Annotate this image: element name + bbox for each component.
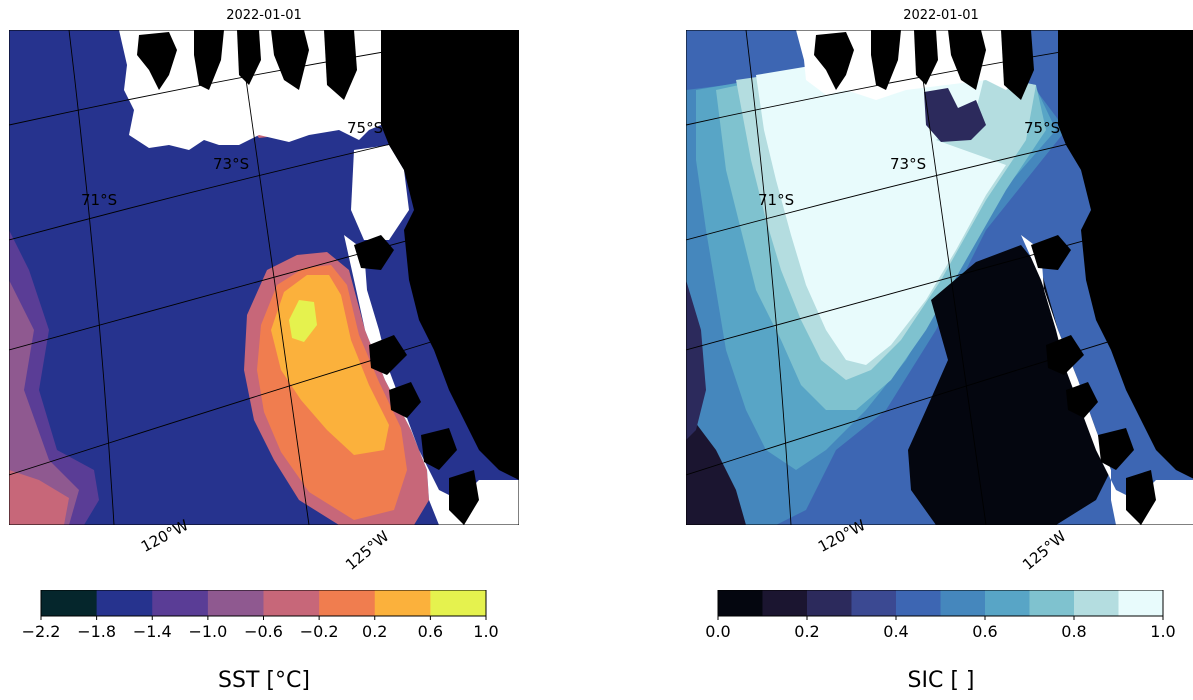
sst-colorbar-cell (96, 590, 153, 616)
sic-open-water-north (924, 88, 986, 142)
sic-island-9 (1098, 428, 1134, 470)
sic-island-4 (948, 30, 986, 90)
sic-island-10 (1126, 470, 1156, 525)
sst-island-8 (389, 382, 421, 418)
sst-colorbar-cell (41, 590, 98, 616)
sic-island-1 (814, 32, 854, 90)
sst-warm-patch-southwest-core (9, 470, 69, 525)
sst-colorbar-tick-label: −1.0 (188, 622, 227, 641)
sic-colorbar-tick-label: 0.2 (794, 622, 819, 641)
sst-island-6 (354, 235, 394, 270)
sic-panel-title: 2022-01-01 (903, 8, 979, 23)
sst-colorbar-tick-label: −2.2 (22, 622, 61, 641)
sic-lon-label-125: 125°W (1019, 527, 1070, 574)
sst-island-3 (237, 30, 261, 85)
sic-graticule (686, 30, 1193, 525)
sic-colorbar-cell (1074, 590, 1119, 616)
sst-colorbar-tick-label: −0.6 (244, 622, 283, 641)
sic-colorbar-tick-label: 0.4 (883, 622, 908, 641)
sic-land (1058, 30, 1193, 479)
sst-lat-label-73: 73°S (213, 155, 249, 173)
sst-graticule (9, 30, 519, 525)
sst-colorbar-label: SST [°C] (218, 668, 310, 693)
sst-island-4 (271, 30, 309, 90)
sst-island-9 (421, 428, 457, 470)
sic-colorbar-tick-label: 0.8 (1061, 622, 1086, 641)
sst-colorbar-cell (152, 590, 209, 616)
sst-colorbar-tick-label: −1.8 (77, 622, 116, 641)
sic-island-2 (871, 30, 901, 90)
sic-colorbar-cell (807, 590, 852, 616)
sic-colorbar-tick-label: 0.6 (972, 622, 997, 641)
sic-colorbar-cell (896, 590, 941, 616)
sst-colorbar-tick-label: 0.2 (362, 622, 387, 641)
sic-island-8 (1066, 382, 1098, 418)
sst-colorbar-cell (374, 590, 431, 616)
sst-island-10 (449, 470, 479, 525)
sic-colorbar: 0.0 0.2 0.4 0.6 0.8 1.0 (705, 590, 1176, 641)
sic-colorbar-label: SIC [ ] (907, 668, 975, 693)
sic-pack-ice (756, 60, 1006, 365)
sic-island-6 (1031, 235, 1071, 270)
sic-colorbar-tick-label: 0.0 (705, 622, 730, 641)
sic-island-5 (1001, 30, 1034, 100)
sst-island-2 (194, 30, 224, 90)
sst-warm-patch-southwest (9, 280, 79, 525)
sic-colorbar-cell (1029, 590, 1075, 616)
sst-lat-label-75: 75°S (347, 119, 383, 137)
sic-map: 71°S 73°S 75°S (686, 30, 1193, 525)
sst-colorbar-cell (319, 590, 376, 616)
sst-ice-shelf (119, 30, 381, 150)
sst-colorbar-tick-label: −1.4 (133, 622, 172, 641)
sst-map: 71°S 73°S 75°S (9, 30, 519, 525)
sic-open-water-southwest (686, 410, 746, 525)
sic-lat-label-71: 71°S (758, 191, 794, 209)
sst-colorbar-tick-label: 0.6 (418, 622, 443, 641)
sst-panel-title: 2022-01-01 (226, 8, 302, 23)
sic-colorbar-cell (1118, 590, 1164, 616)
sst-island-5 (324, 30, 357, 100)
sst-lat-label-71: 71°S (81, 191, 117, 209)
sic-colorbar-cell (762, 590, 808, 616)
sic-colorbar-cell (985, 590, 1030, 616)
sst-coast-ice-east (351, 145, 409, 240)
sst-colorbar: −2.2 −1.8 −1.4 −1.0 −0.6 −0.2 0.2 0.6 1.0 (22, 590, 499, 641)
sst-colorbar-cell (430, 590, 487, 616)
sst-colorbar-tick-label: −0.2 (300, 622, 339, 641)
sic-island-3 (914, 30, 938, 85)
sic-colorbar-cell (940, 590, 986, 616)
sst-colorbar-cell (263, 590, 320, 616)
sst-colorbar-cell (207, 590, 264, 616)
sic-colorbar-cell (851, 590, 897, 616)
sst-lon-label-125: 125°W (342, 527, 393, 574)
sic-open-water-west (686, 280, 706, 440)
sic-polynya (908, 245, 1111, 525)
sic-lat-label-75: 75°S (1024, 119, 1060, 137)
sic-colorbar-cell (718, 590, 763, 616)
sic-colorbar-tick-label: 1.0 (1150, 622, 1175, 641)
sst-warmest-patch (289, 300, 317, 342)
sst-colorbar-tick-label: 1.0 (473, 622, 498, 641)
sic-lat-label-73: 73°S (890, 155, 926, 173)
sst-island-1 (137, 32, 177, 90)
